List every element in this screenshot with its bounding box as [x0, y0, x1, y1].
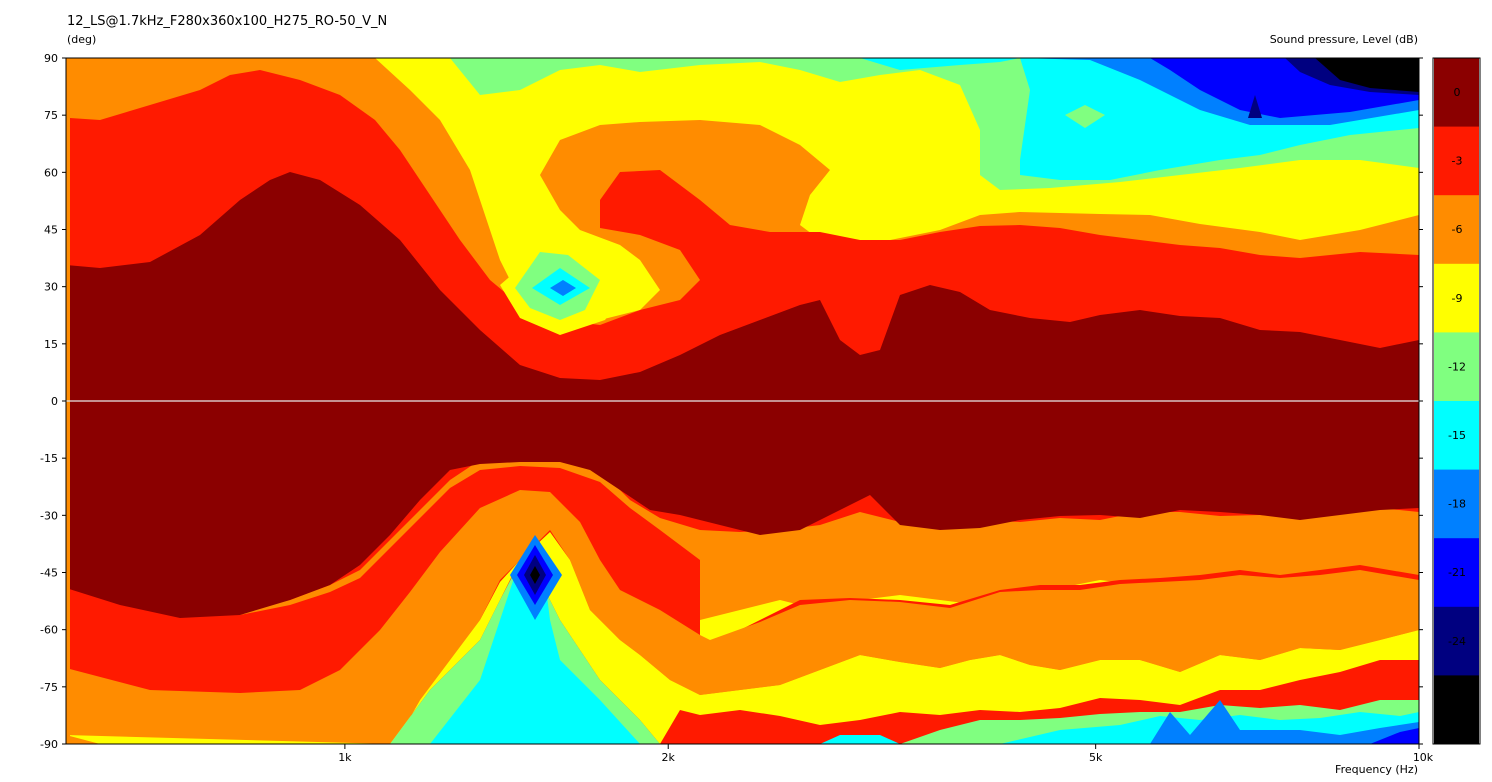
x-tick-label: 5k	[1089, 751, 1103, 764]
contour-band-0db-lower	[66, 400, 1419, 618]
colorbar-label: -21	[1448, 566, 1466, 579]
colorbar-label: -9	[1452, 292, 1463, 305]
y-tick-label: 0	[51, 395, 58, 408]
contour-band-minus15-lower	[430, 560, 640, 744]
colorbar-label: -15	[1448, 429, 1466, 442]
spot-minus24-upper-right	[1248, 95, 1262, 118]
colorbar-swatch	[1434, 58, 1479, 128]
colorbar-label: -3	[1452, 155, 1463, 168]
contour-band-0db	[66, 172, 1419, 400]
contour-band-minus27	[1315, 58, 1419, 92]
colorbar-label: -6	[1452, 223, 1463, 236]
colorbar-frame	[1432, 57, 1481, 745]
x-tick-label: 10k	[1413, 751, 1434, 764]
contour-map	[66, 58, 1419, 744]
y-tick-label: -30	[40, 509, 58, 522]
colorbar-label: 0	[1454, 86, 1461, 99]
colorbar-swatch	[1434, 263, 1479, 333]
x-tick-label: 2k	[662, 751, 676, 764]
colorbar-swatch	[1434, 195, 1479, 265]
colorbar: 0 -3 -6 -9 -12 -15 -18 -21 -24 -27	[1434, 58, 1479, 745]
colorbar-label: -27	[1448, 703, 1466, 716]
y-tick-label: 30	[44, 281, 58, 294]
y-tick-label: 45	[44, 224, 58, 237]
contour-band-minus9-lower-edge	[66, 532, 1419, 744]
x-axis: 1k 2k 5k 10k	[338, 744, 1434, 764]
colorbar-swatch	[1434, 126, 1479, 196]
contour-band-minus15-bottom	[820, 735, 900, 744]
y-axis: 90 75 60 45 30 15 0 -15 -30 -45 -60 -75 -90	[40, 52, 1423, 751]
colorbar-swatch	[1434, 332, 1479, 402]
y-tick-label: -75	[40, 681, 58, 694]
y-tick-label: 60	[44, 166, 58, 179]
spot-upper-minus18	[550, 280, 576, 296]
contour-band-minus18-bottom-right	[1150, 700, 1419, 744]
colorbar-swatch	[1434, 469, 1479, 539]
colorbar-label: -24	[1448, 635, 1466, 648]
colorbar-swatch	[1434, 675, 1479, 745]
colorbar-swatch	[1434, 401, 1479, 471]
colorbar-label: -18	[1448, 498, 1466, 511]
x-axis-label: Frequency (Hz)	[1335, 763, 1418, 776]
colorbar-label: Sound pressure, Level (dB)	[1269, 33, 1418, 46]
chart-title: 12_LS@1.7kHz_F280x360x100_H275_RO-50_V_N	[67, 14, 388, 29]
x-tick-label: 1k	[338, 751, 352, 764]
y-axis-unit: (deg)	[67, 33, 97, 46]
spot-lower-minus27	[530, 566, 540, 584]
spot-minus12-upper-right	[1065, 105, 1105, 128]
y-tick-label: -60	[40, 624, 58, 637]
y-tick-label: -45	[40, 567, 58, 580]
y-tick-label: 15	[44, 338, 58, 351]
y-tick-label: 90	[44, 52, 58, 65]
y-tick-label: -90	[40, 738, 58, 751]
y-tick-label: -15	[40, 452, 58, 465]
contour-band-minus21-bottom-right	[1370, 728, 1419, 744]
colorbar-swatch	[1434, 538, 1479, 608]
contour-band-minus6-lower-edge	[66, 490, 1419, 744]
colorbar-label: -12	[1448, 360, 1466, 373]
colorbar-swatch	[1434, 606, 1479, 676]
y-tick-label: 75	[44, 109, 58, 122]
